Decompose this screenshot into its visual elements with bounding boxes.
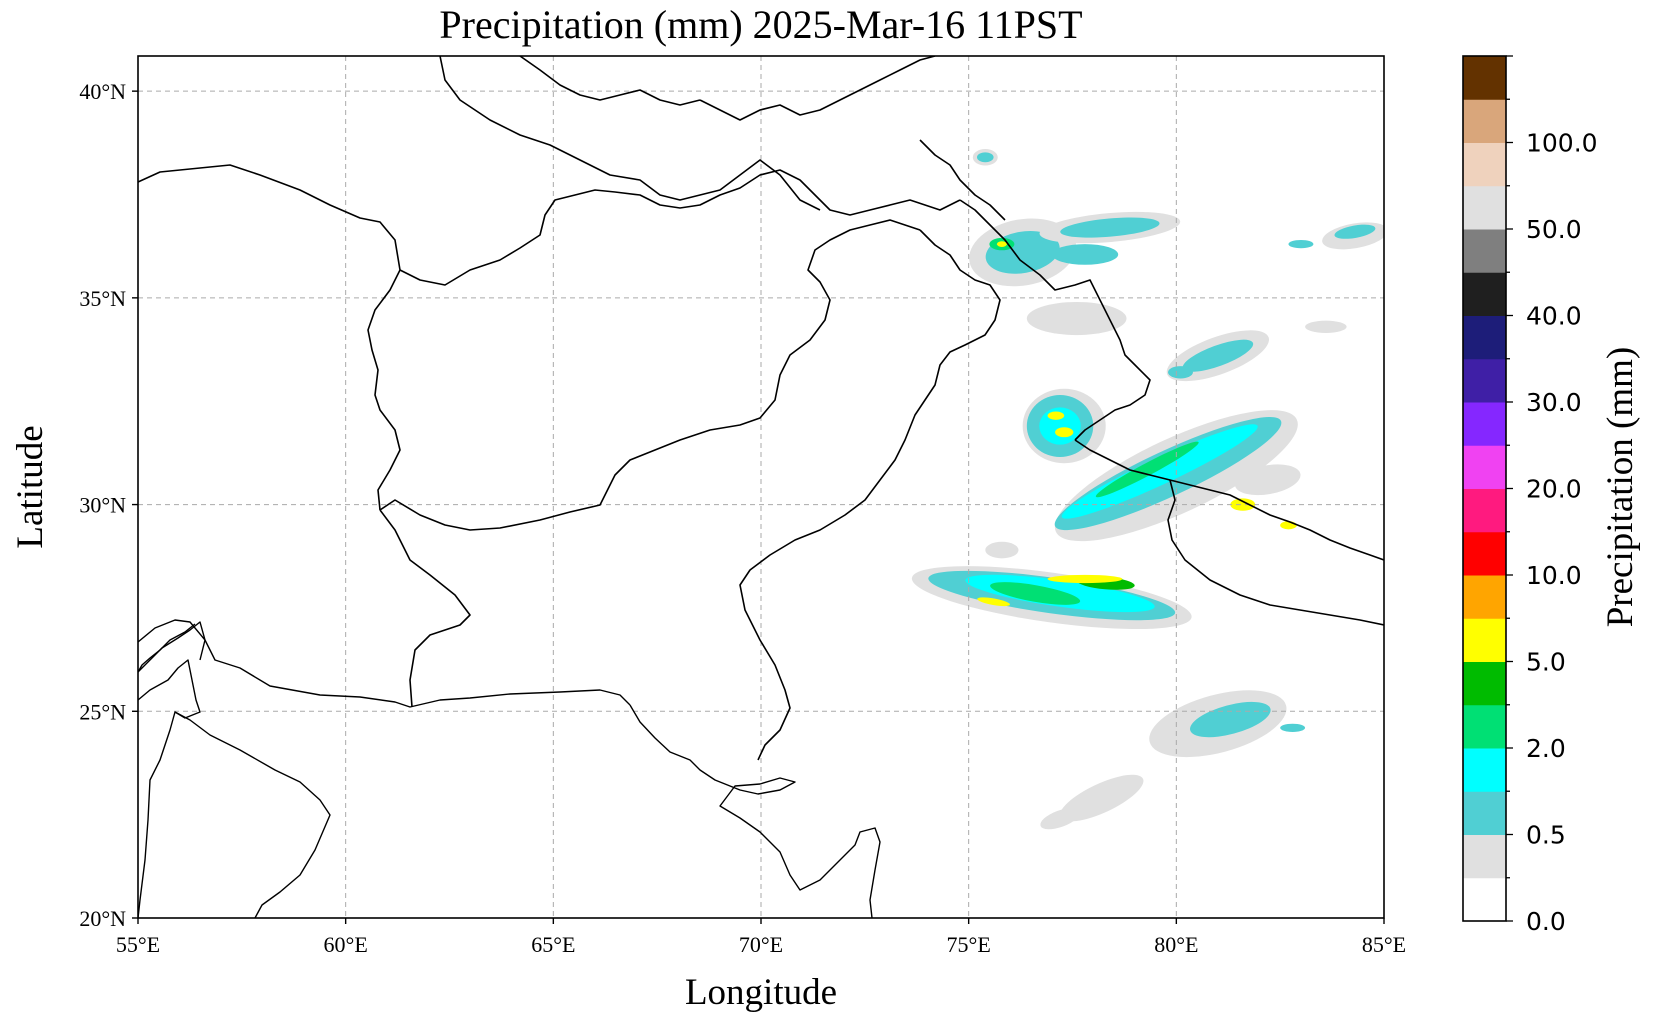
- precip-region: [1040, 808, 1080, 830]
- colorbar-swatch: [1463, 445, 1506, 489]
- colorbar-tick-label: 30.0: [1526, 388, 1582, 417]
- precip-region: [996, 241, 1007, 248]
- colorbar-swatch: [1463, 56, 1506, 100]
- colorbar-swatch: [1463, 834, 1506, 879]
- border-tajik-kyrgyz: [699, 56, 936, 121]
- border-uzbek: [519, 56, 701, 106]
- precip-region: [1190, 701, 1271, 738]
- border-afghanistan-north: [399, 169, 961, 286]
- coastline-oman-north: [138, 659, 201, 719]
- colorbar-swatch: [1463, 531, 1506, 576]
- precip-region: [977, 597, 1010, 607]
- x-tick-label: 80°E: [1154, 932, 1198, 957]
- y-tick-label: 20°N: [79, 906, 126, 931]
- colorbar-tick-label: 0.0: [1526, 907, 1566, 936]
- precip-region: [1047, 411, 1065, 420]
- colorbar-tick-label: 10.0: [1526, 561, 1582, 590]
- y-tick-labels: 20°N 25°N 30°N 35°N 40°N: [79, 79, 138, 931]
- colorbar-swatch: [1463, 748, 1506, 792]
- precip-region: [1095, 441, 1199, 498]
- colorbar-swatch: [1463, 358, 1506, 403]
- x-tick-label: 75°E: [947, 932, 991, 957]
- colorbar-swatch: [1463, 704, 1506, 749]
- precip-region: [1051, 244, 1119, 265]
- precip-region: [1280, 723, 1306, 732]
- colorbar-swatch: [1463, 402, 1506, 446]
- coastline-iran-south: [138, 619, 631, 708]
- border-turkmenistan: [439, 56, 821, 211]
- precip-region: [1230, 498, 1256, 511]
- colorbar-swatch: [1463, 661, 1506, 706]
- x-tick-label: 70°E: [739, 932, 783, 957]
- border-pakistan-india: [739, 229, 1001, 761]
- precip-region: [1168, 366, 1193, 379]
- colorbar-tick-label: 0.5: [1526, 821, 1566, 850]
- colorbar-swatch: [1463, 229, 1506, 273]
- precip-region: [985, 541, 1019, 559]
- precip-region: [1288, 239, 1314, 249]
- precip-region: [1059, 774, 1144, 822]
- colorbar-swatch: [1463, 142, 1506, 187]
- x-tick-label: 60°E: [324, 932, 368, 957]
- colorbar-tick-label: 100.0: [1526, 129, 1598, 158]
- border-iran-pakistan: [379, 509, 471, 708]
- colorbar: 0.0 0.5 2.0 5.0 10.0 20.0 30.0 40.0 50.0 100.0: [1462, 55, 1598, 936]
- colorbar-swatch: [1463, 791, 1506, 835]
- coastline-uae: [138, 621, 206, 673]
- precip-region: [1334, 224, 1376, 239]
- y-tick-label: 30°N: [79, 493, 126, 518]
- colorbar-tick-label: 20.0: [1526, 475, 1582, 504]
- colorbar-swatch: [1463, 618, 1506, 662]
- x-tick-label: 85°E: [1362, 932, 1406, 957]
- precip-region: [1026, 301, 1127, 336]
- coastline-arabia: [138, 711, 331, 918]
- colorbar-swatch: [1463, 488, 1506, 533]
- precip-region: [1047, 574, 1123, 584]
- precip-region: [976, 152, 994, 163]
- precip-region: [1305, 320, 1347, 333]
- precip-region: [1234, 464, 1301, 496]
- border-iran-afghanistan: [138, 164, 401, 511]
- colorbar-label: Precipitation (mm): [1600, 347, 1641, 628]
- border-india-china-kashmir: [959, 199, 1151, 441]
- colorbar-swatch: [1463, 185, 1506, 230]
- border-india-tibet: [1074, 439, 1384, 561]
- precip-region: [1055, 427, 1074, 438]
- geography-layer: [138, 56, 1384, 918]
- border-afghanistan-pakistan: [379, 219, 921, 531]
- x-tick-label: 55°E: [116, 932, 160, 957]
- colorbar-tick-label: 50.0: [1526, 215, 1582, 244]
- precip-region: [990, 582, 1081, 605]
- coastline-persian-gulf: [138, 623, 196, 673]
- precip-region: [1182, 339, 1254, 372]
- colorbar-swatch: [1463, 272, 1506, 316]
- y-tick-label: 40°N: [79, 79, 126, 104]
- precipitation-layer: [911, 149, 1384, 830]
- x-tick-label: 65°E: [531, 932, 575, 957]
- colorbar-swatch: [1463, 877, 1506, 922]
- colorbar-tick-label: 40.0: [1526, 302, 1582, 331]
- border-china-north: [919, 139, 1006, 221]
- x-tick-labels: 55°E 60°E 65°E 70°E 75°E 80°E 85°E: [116, 918, 1406, 957]
- chart-title: Precipitation (mm) 2025-Mar-16 11PST: [439, 2, 1082, 47]
- precip-region: [1061, 424, 1258, 519]
- colorbar-tick-label: 2.0: [1526, 734, 1566, 763]
- colorbar-tick-label: 5.0: [1526, 648, 1566, 677]
- gridlines: [138, 56, 1384, 918]
- y-tick-label: 35°N: [79, 286, 126, 311]
- coastline-pakistan-india: [629, 704, 881, 918]
- y-axis-label: Latitude: [10, 425, 51, 548]
- colorbar-swatch: [1463, 315, 1506, 360]
- colorbar-swatch: [1463, 575, 1506, 619]
- border-india-nepal: [1167, 479, 1384, 626]
- colorbar-swatch: [1463, 99, 1506, 143]
- precip-region: [1060, 217, 1160, 238]
- y-tick-label: 25°N: [79, 699, 126, 724]
- x-axis-label: Longitude: [685, 972, 837, 1013]
- precip-region: [1280, 521, 1297, 530]
